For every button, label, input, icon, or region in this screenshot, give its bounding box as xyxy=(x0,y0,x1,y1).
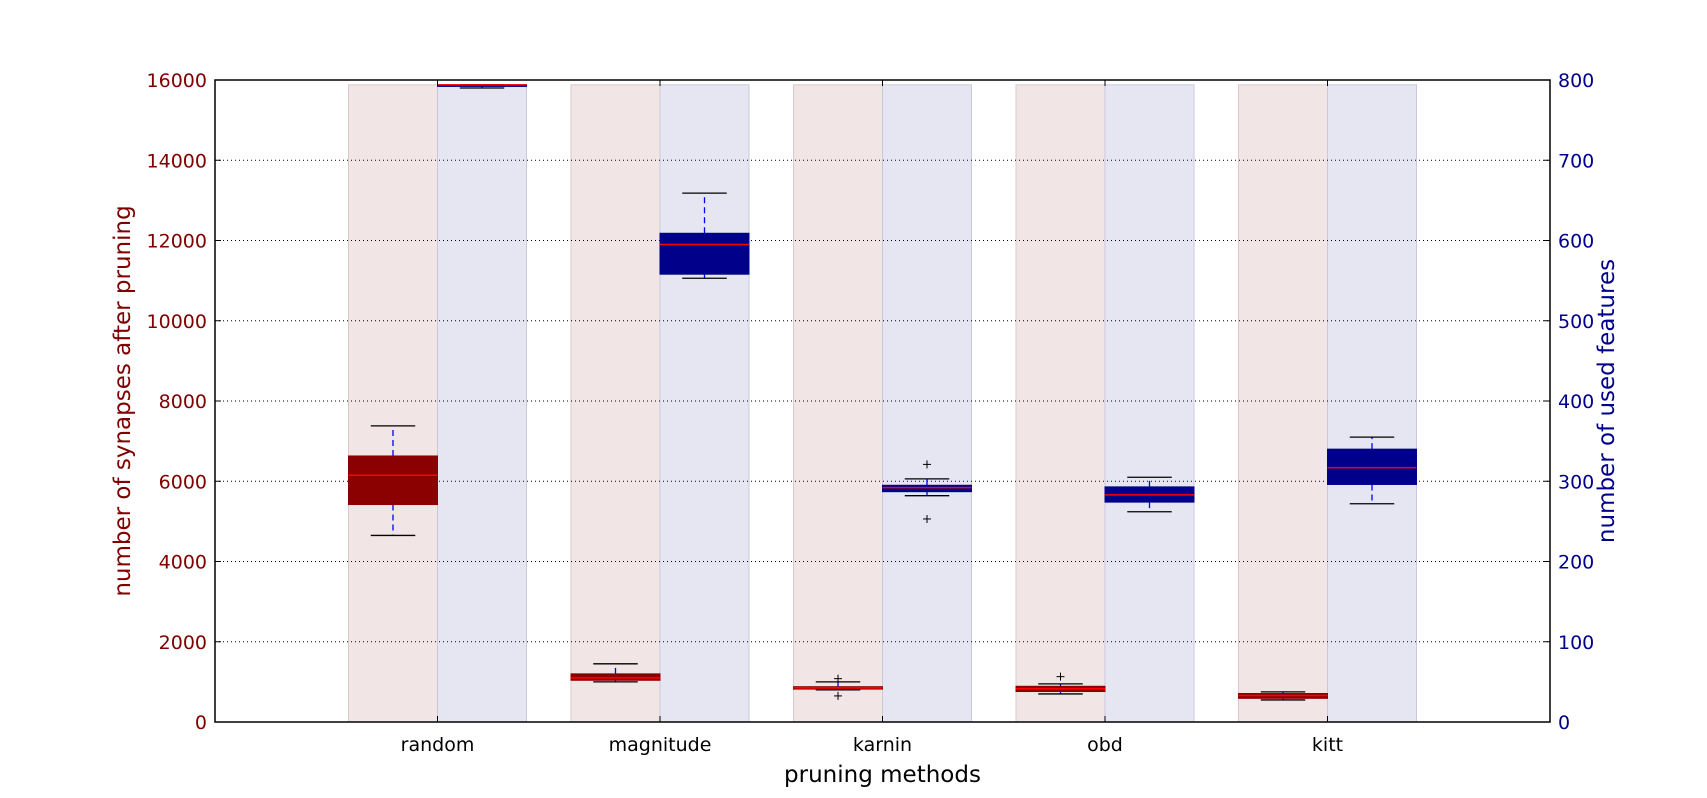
background-bar-right-obd xyxy=(1104,84,1195,723)
y-axis-right-title: number of used features xyxy=(1594,259,1620,543)
tick-label-left-14000: 14000 xyxy=(147,150,207,172)
box-features-magnitude-box xyxy=(659,232,750,275)
box-features-magnitude xyxy=(659,192,750,279)
tick-label-left-16000: 16000 xyxy=(147,70,207,92)
box-features-karnin-flier-0 xyxy=(923,460,931,469)
box-plots xyxy=(348,84,1417,701)
tick-label-x-random: random xyxy=(401,734,475,756)
background-bars xyxy=(348,84,1417,723)
tick-label-right-400: 400 xyxy=(1558,391,1594,413)
tick-label-right-700: 700 xyxy=(1558,150,1594,172)
box-features-obd xyxy=(1104,476,1195,513)
box-synapses-kitt xyxy=(1238,691,1328,701)
tick-label-left-0: 0 xyxy=(195,712,207,734)
box-synapses-karnin-flier-1 xyxy=(834,691,842,700)
box-synapses-karnin xyxy=(793,674,883,700)
box-features-karnin-box xyxy=(882,484,972,493)
box-synapses-magnitude-box xyxy=(570,673,661,681)
tick-label-left-8000: 8000 xyxy=(159,391,207,413)
box-synapses-random-box xyxy=(348,455,438,506)
background-bar-left-obd xyxy=(1015,84,1106,723)
tick-label-x-obd: obd xyxy=(1087,734,1123,756)
tick-label-right-300: 300 xyxy=(1558,471,1594,493)
tick-label-x-magnitude: magnitude xyxy=(609,734,712,756)
tick-label-left-4000: 4000 xyxy=(159,552,207,574)
tick-label-x-karnin: karnin xyxy=(853,734,912,756)
x-axis-title: pruning methods xyxy=(784,762,981,788)
background-bar-left-random xyxy=(348,84,438,723)
box-synapses-karnin-flier-0 xyxy=(834,674,842,683)
box-synapses-obd xyxy=(1015,672,1106,695)
box-synapses-random xyxy=(348,425,438,537)
tick-label-right-100: 100 xyxy=(1558,632,1594,654)
box-features-karnin-flier-1 xyxy=(923,514,931,523)
box-features-karnin xyxy=(882,460,972,523)
tick-label-right-600: 600 xyxy=(1558,231,1594,253)
background-bar-right-random xyxy=(437,84,527,723)
background-bar-left-magnitude xyxy=(570,84,661,723)
background-bar-right-magnitude xyxy=(659,84,750,723)
tick-label-right-500: 500 xyxy=(1558,311,1594,333)
background-bar-right-karnin xyxy=(882,84,972,723)
box-features-kitt-box xyxy=(1327,448,1417,485)
tick-labels: 0 2000 4000 6000 8000 10000 12000 14000 16000 0 10… xyxy=(147,70,1595,756)
background-bar-left-kitt xyxy=(1238,84,1328,723)
tick-label-left-6000: 6000 xyxy=(159,471,207,493)
tick-label-right-200: 200 xyxy=(1558,552,1594,574)
axis-ticks xyxy=(215,79,1550,723)
background-bar-left-karnin xyxy=(793,84,883,723)
background-bar-right-kitt xyxy=(1327,84,1417,723)
box-features-random xyxy=(437,84,527,89)
box-features-kitt xyxy=(1327,436,1417,505)
box-synapses-obd-flier-0 xyxy=(1056,672,1065,681)
tick-label-left-12000: 12000 xyxy=(147,231,207,253)
tick-label-right-800: 800 xyxy=(1558,70,1594,92)
tick-label-left-2000: 2000 xyxy=(159,632,207,654)
tick-label-left-10000: 10000 xyxy=(147,311,207,333)
tick-label-right-0: 0 xyxy=(1558,712,1570,734)
box-synapses-magnitude xyxy=(570,663,661,683)
y-axis-left-title: number of synapses after pruning xyxy=(110,205,136,596)
tick-label-x-kitt: kitt xyxy=(1312,734,1343,756)
